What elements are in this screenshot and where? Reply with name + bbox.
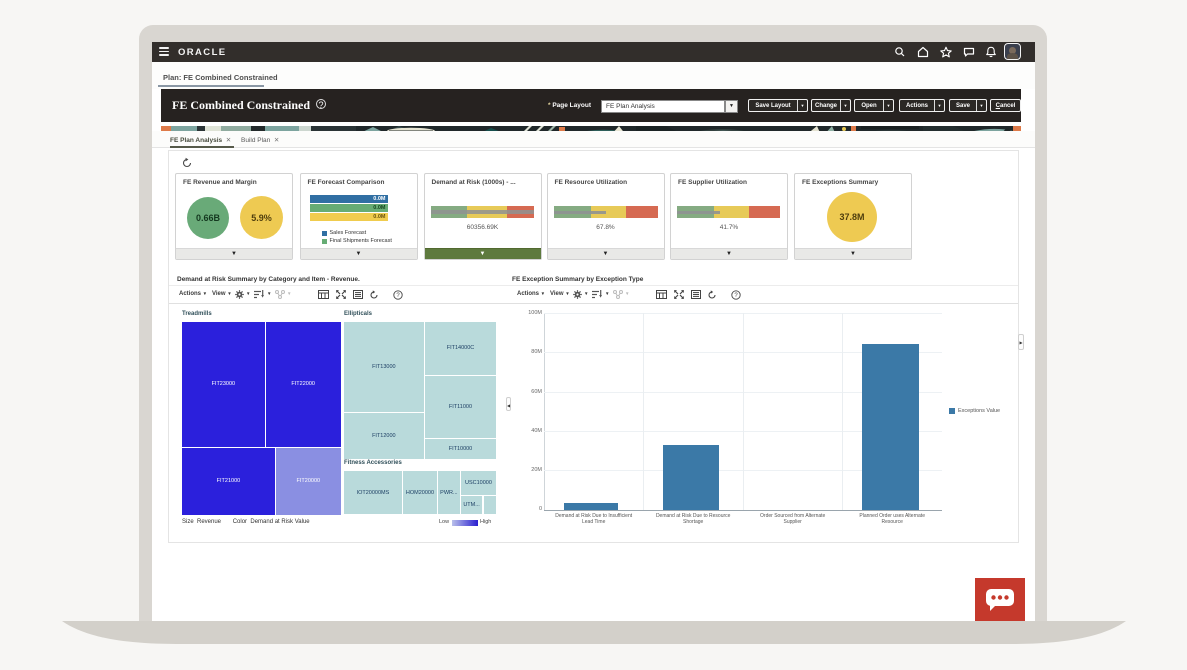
svg-text:?: ? [396, 293, 400, 299]
svg-text:?: ? [734, 293, 738, 299]
